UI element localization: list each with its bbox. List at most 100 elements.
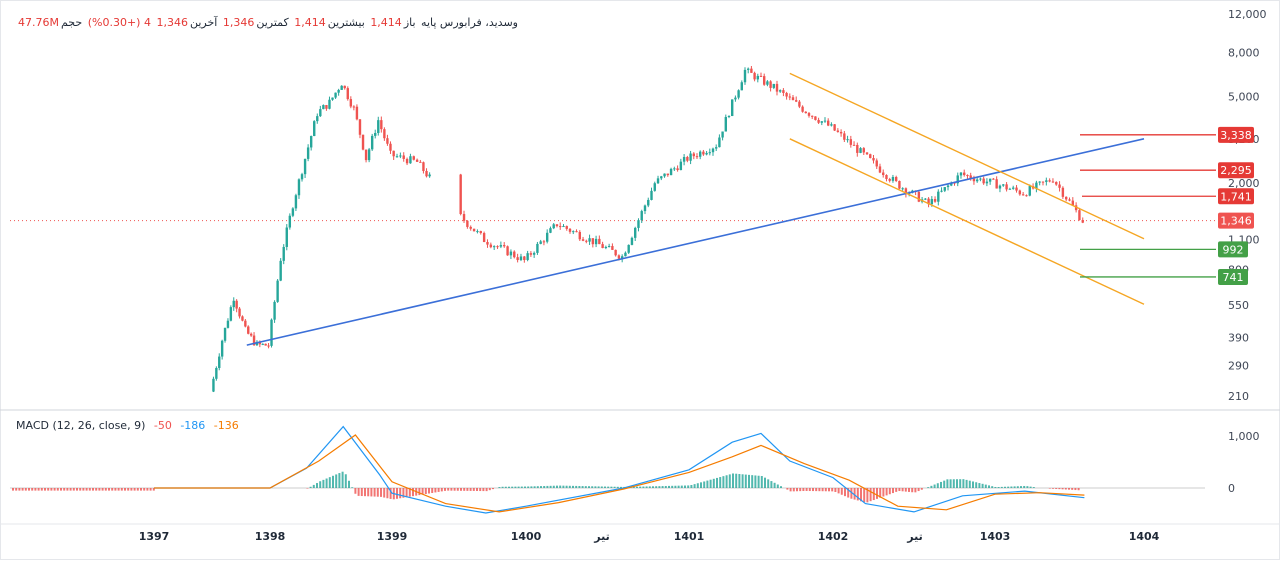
price-tag-last	[1218, 212, 1254, 229]
candle-body	[676, 168, 679, 171]
candle-body	[756, 75, 759, 80]
macd-histogram-bar	[994, 486, 997, 488]
volume-value: 47.76M	[18, 16, 59, 29]
macd-histogram-bar	[1071, 488, 1074, 490]
price-axis-tick: 12,000	[1228, 8, 1267, 21]
candle-body	[1061, 187, 1065, 197]
macd-histogram-bar	[1016, 486, 1019, 488]
macd-histogram-bar	[645, 486, 648, 488]
macd-histogram-bar	[399, 488, 402, 499]
macd-histogram-bar	[767, 479, 770, 488]
candle-body	[640, 211, 643, 221]
candle-body	[1005, 184, 1008, 190]
candle-body	[611, 246, 614, 250]
candle-body	[988, 178, 992, 182]
macd-histogram-bar	[389, 488, 392, 499]
candle-body	[472, 228, 476, 232]
candle-body	[492, 246, 496, 248]
macd-histogram-bar	[863, 488, 866, 503]
candle-body	[963, 172, 966, 176]
candle-body	[585, 240, 588, 242]
macd-histogram-bar	[920, 488, 923, 490]
macd-histogram-bar	[853, 488, 856, 500]
macd-histogram-bar	[911, 488, 914, 493]
candle-body	[724, 117, 727, 132]
candle-body	[865, 152, 869, 155]
macd-histogram-bar	[101, 488, 104, 491]
candle-body	[532, 252, 536, 255]
candle-body	[715, 147, 718, 149]
macd-histogram-bar	[821, 488, 824, 492]
macd-histogram-bar	[140, 488, 142, 491]
macd-histogram-bar	[1004, 486, 1006, 488]
macd-histogram-bar	[661, 486, 664, 488]
macd-histogram-bar	[15, 488, 18, 491]
candle-body	[223, 327, 227, 341]
candle-body	[374, 132, 377, 136]
macd-histogram-bar	[309, 486, 312, 488]
candle-body	[229, 307, 233, 321]
candle-body	[1008, 188, 1012, 190]
macd-histogram-bar	[607, 486, 610, 488]
candle-body	[1045, 180, 1048, 182]
macd-histogram-bar	[936, 483, 939, 488]
low-label: کمترین	[256, 16, 289, 29]
candle-body	[807, 113, 811, 116]
candle-body	[212, 378, 215, 392]
macd-histogram-bar	[354, 488, 357, 494]
candle-body	[367, 149, 371, 161]
candle-body	[322, 105, 325, 110]
macd-histogram-bar	[693, 484, 696, 488]
candle-body	[1015, 187, 1018, 191]
candle-body	[620, 256, 624, 259]
macd-histogram-bar	[652, 486, 654, 488]
candle-body	[740, 82, 743, 91]
candle-body	[267, 345, 270, 347]
macd-histogram-bar	[527, 486, 530, 488]
candle-body	[349, 99, 353, 107]
macd-histogram-bar	[991, 486, 994, 488]
candle-body	[241, 316, 244, 321]
macd-histogram-bar	[124, 488, 126, 491]
macd-histogram-bar	[1077, 488, 1080, 491]
macd-histogram-bar	[946, 479, 949, 488]
candle-body	[249, 333, 253, 336]
macd-histogram-bar	[844, 488, 846, 497]
macd-histogram-bar	[520, 486, 523, 488]
candle-body	[972, 178, 976, 182]
macd-histogram-bar	[828, 488, 830, 492]
macd-histogram-bar	[360, 488, 363, 497]
candle-body	[279, 260, 282, 281]
high-label: بیشترین	[327, 16, 365, 29]
candle-body	[389, 143, 392, 151]
candle-body	[1068, 199, 1071, 201]
candle-body	[772, 83, 775, 88]
candle-body	[273, 301, 276, 320]
price-tag-resistance	[1218, 126, 1254, 143]
macd-histogram-bar	[712, 478, 715, 488]
candle-body	[334, 92, 337, 98]
macd-histogram-bar	[44, 488, 46, 491]
candle-body	[555, 224, 559, 227]
candle-body	[386, 138, 389, 144]
candle-body	[469, 226, 472, 229]
macd-histogram-bar	[786, 488, 789, 490]
macd-histogram-bar	[82, 488, 85, 491]
candle-body	[673, 168, 676, 170]
candle-body	[601, 244, 604, 249]
candle-body	[1018, 190, 1022, 195]
macd-axis-tick: 1,000	[1228, 430, 1260, 443]
macd-histogram-bar	[450, 488, 453, 491]
macd-histogram-bar	[952, 479, 955, 488]
candle-body	[791, 97, 795, 101]
macd-histogram-bar	[466, 488, 469, 491]
macd-histogram-bar	[108, 488, 110, 491]
macd-histogram-bar	[396, 488, 398, 499]
candle-body	[523, 256, 526, 260]
macd-histogram-bar	[88, 488, 91, 491]
macd-histogram-bar	[933, 484, 936, 488]
macd-histogram-bar	[581, 486, 584, 488]
macd-histogram-bar	[453, 488, 456, 491]
